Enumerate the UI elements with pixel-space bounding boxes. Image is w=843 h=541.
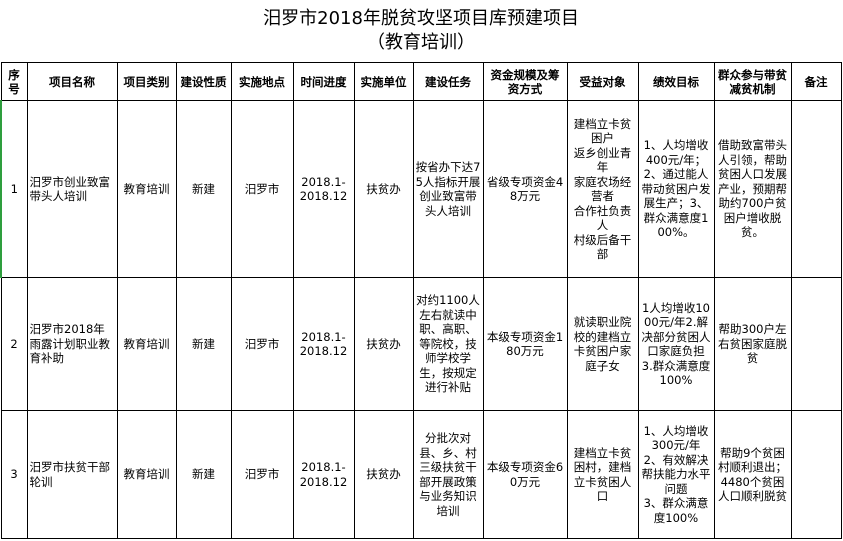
- table-cell[interactable]: 汨罗市: [230, 277, 294, 411]
- table-cell[interactable]: [790, 410, 842, 539]
- title-cell[interactable]: 汨罗市2018年脱贫攻坚项目库预建项目 （教育培训）: [1, 0, 841, 63]
- table-row: 3 汨罗市扶贫干部轮训 教育培训 新建 汨罗市 2018.1- 2018.12 扶贫办 分批次…: [0, 410, 842, 539]
- table-cell[interactable]: 借助致富带头人引领，帮助贫困人口发展产业，预期帮助约700户贫困户增收脱贫。: [713, 100, 792, 278]
- column-header[interactable]: 绩效目标: [637, 62, 715, 101]
- column-header[interactable]: 项目类别: [116, 62, 177, 101]
- page-title: 汨罗市2018年脱贫攻坚项目库预建项目: [263, 8, 579, 29]
- column-header[interactable]: 实施地点: [230, 62, 294, 101]
- table-cell[interactable]: 本级专项资金60万元: [482, 410, 568, 539]
- column-header[interactable]: 实施单位: [353, 62, 414, 101]
- column-header[interactable]: 项目名称: [26, 62, 118, 101]
- table-cell[interactable]: 1人均增收1000元/年2.解决部分贫困人口家庭负担 3.群众满意度100%: [637, 277, 715, 411]
- table-cell[interactable]: 本级专项资金180万元: [482, 277, 568, 411]
- table-cell[interactable]: [790, 100, 842, 278]
- table-cell[interactable]: 2018.1- 2018.12: [292, 100, 355, 278]
- table-cell[interactable]: 省级专项资金48万元: [482, 100, 568, 278]
- table-cell[interactable]: 汨罗市创业致富带头人培训: [26, 100, 118, 278]
- table-cell[interactable]: 3: [0, 410, 28, 539]
- table-cell[interactable]: 对约1100人左右就读中职、高职、等院校，技师学校学生，按规定进行补贴: [412, 277, 484, 411]
- column-header[interactable]: 时间进度: [292, 62, 355, 101]
- table-cell[interactable]: 按省办下达75人指标开展创业致富带头人培训: [412, 100, 484, 278]
- table-cell[interactable]: 扶贫办: [353, 410, 414, 539]
- column-header[interactable]: 序号: [0, 62, 28, 101]
- table-cell[interactable]: 就读职业院校的建档立卡贫困户家庭子女: [566, 277, 639, 411]
- table-cell[interactable]: 2018.1- 2018.12: [292, 410, 355, 539]
- table-cell[interactable]: 1、人均增收300元/年 2、有效解决帮扶能力水平问题 3、群众满意度100%: [637, 410, 715, 539]
- table-row: 2 汨罗市2018年雨露计划职业教育补助 教育培训 新建 汨罗市 2018.1- 2018…: [0, 277, 842, 411]
- column-header[interactable]: 受益对象: [566, 62, 639, 101]
- table-cell[interactable]: 扶贫办: [353, 100, 414, 278]
- table-cell[interactable]: 建档立卡贫困户 返乡创业青年 家庭农场经营者 合作社负责人 村级后备干部: [566, 100, 639, 278]
- table-cell[interactable]: 新建: [175, 410, 232, 539]
- table-cell[interactable]: 教育培训: [116, 410, 177, 539]
- table-cell[interactable]: 分批次对县、乡、村三级扶贫干部开展政策与业务知识培训: [412, 410, 484, 539]
- table-cell[interactable]: [790, 277, 842, 411]
- column-header[interactable]: 群众参与带贫减贫机制: [713, 62, 792, 101]
- table-cell[interactable]: 帮助9个贫困村顺利退出；4480个贫困人口顺利脱贫: [713, 410, 792, 539]
- table-cell[interactable]: 汨罗市扶贫干部轮训: [26, 410, 118, 539]
- table-cell[interactable]: 新建: [175, 277, 232, 411]
- column-header[interactable]: 资金规模及筹资方式: [482, 62, 568, 101]
- table-row: 1 汨罗市创业致富带头人培训 教育培训 新建 汨罗市 2018.1- 2018.12 扶贫办…: [0, 100, 842, 278]
- table-cell[interactable]: 1: [0, 100, 28, 278]
- table-cell[interactable]: 汨罗市: [230, 100, 294, 278]
- table-cell[interactable]: 新建: [175, 100, 232, 278]
- column-header[interactable]: 建设任务: [412, 62, 484, 101]
- table-cell[interactable]: 建档立卡贫困村，建档立卡贫困人口: [566, 410, 639, 539]
- table-cell[interactable]: 扶贫办: [353, 277, 414, 411]
- column-header[interactable]: 备注: [790, 62, 842, 101]
- table-cell[interactable]: 1、人均增收400元/年；2、通过能人带动贫困户发展生产；3、群众满意度100%…: [637, 100, 715, 278]
- table-cell[interactable]: 教育培训: [116, 100, 177, 278]
- column-header[interactable]: 建设性质: [175, 62, 232, 101]
- table-cell[interactable]: 帮助300户左右贫困家庭脱贫: [713, 277, 792, 411]
- table-cell[interactable]: 汨罗市: [230, 410, 294, 539]
- table-cell[interactable]: 汨罗市2018年雨露计划职业教育补助: [26, 277, 118, 411]
- table-cell[interactable]: 2018.1- 2018.12: [292, 277, 355, 411]
- table-cell[interactable]: 教育培训: [116, 277, 177, 411]
- page-subtitle: （教育培训）: [367, 32, 476, 53]
- table-cell[interactable]: 2: [0, 277, 28, 411]
